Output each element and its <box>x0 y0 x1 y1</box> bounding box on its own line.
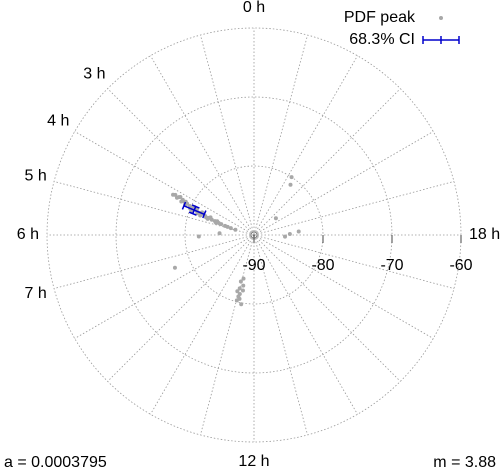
theta-tick-label: 0 h <box>243 0 265 16</box>
peak-point <box>241 276 246 281</box>
peak-point <box>225 224 230 229</box>
peak-point <box>240 288 245 293</box>
ci-tangential-cap <box>191 204 200 209</box>
grid-spoke <box>253 181 455 236</box>
ci-radial-cap <box>202 210 207 219</box>
grid-spoke <box>253 234 455 289</box>
peak-point <box>283 234 288 239</box>
grid-spoke <box>53 181 255 236</box>
annotation: m = 3.88 <box>433 454 496 471</box>
peak-point <box>273 216 278 221</box>
peak-point <box>198 213 203 218</box>
ci-tangential <box>192 206 197 214</box>
peak-point <box>235 289 240 294</box>
grid-spoke <box>253 55 358 236</box>
peak-point <box>288 182 293 187</box>
peak-point <box>178 195 183 200</box>
grid-spoke <box>253 88 401 236</box>
peak-point <box>228 226 233 231</box>
peak-point <box>233 227 238 232</box>
r-tick-label: -60 <box>449 257 472 274</box>
grid-spoke <box>150 234 255 415</box>
ci-radial-cap <box>181 201 187 210</box>
peak-point <box>171 192 176 197</box>
theta-tick-label: 5 h <box>24 167 46 184</box>
peak-point <box>196 234 201 239</box>
grid-spoke <box>200 34 255 236</box>
theta-tick-label: 6 h <box>17 226 39 243</box>
peak-point <box>234 298 239 303</box>
legend-marker <box>439 16 443 20</box>
grid-spoke <box>74 234 255 339</box>
theta-tick-label: 18 h <box>469 226 500 243</box>
peak-point <box>215 219 220 224</box>
peak-point <box>287 232 292 237</box>
peak-point <box>237 286 242 291</box>
theta-tick-label: 7 h <box>24 285 46 302</box>
grid-spoke <box>200 234 255 436</box>
peak-point <box>238 279 243 284</box>
peak-point <box>219 222 224 227</box>
theta-tick-label: 12 h <box>238 453 269 470</box>
grid-spoke <box>253 234 434 339</box>
legend-label: 68.3% CI <box>349 31 415 48</box>
grid-spoke <box>253 234 358 415</box>
peak-point <box>217 231 222 236</box>
peak-point <box>296 229 301 234</box>
r-tick-label: -90 <box>242 257 265 274</box>
grid-spoke <box>53 234 255 289</box>
grid-spoke <box>253 131 434 236</box>
peak-point <box>241 283 246 288</box>
grid-spoke <box>253 34 308 236</box>
peak-point <box>208 215 213 220</box>
grid-spoke <box>253 234 308 436</box>
ci-tangential-cap <box>188 211 197 216</box>
legend-label: PDF peak <box>344 9 416 26</box>
theta-tick-label: 3 h <box>83 66 105 83</box>
grid-spoke <box>74 131 255 236</box>
peak-point <box>174 195 179 200</box>
annotation: a = 0.0003795 <box>4 454 107 471</box>
grid-spoke <box>107 88 255 236</box>
peak-point <box>179 199 184 204</box>
grid-spoke <box>150 55 255 236</box>
grid-spoke <box>253 234 401 382</box>
grid-spoke <box>107 234 255 382</box>
peak-point <box>239 302 244 307</box>
peak-point <box>289 175 294 180</box>
peak-point <box>237 292 242 297</box>
r-tick-label: -80 <box>311 257 334 274</box>
theta-tick-label: 4 h <box>47 113 69 130</box>
r-tick-label: -70 <box>380 257 403 274</box>
peak-point <box>172 265 177 270</box>
